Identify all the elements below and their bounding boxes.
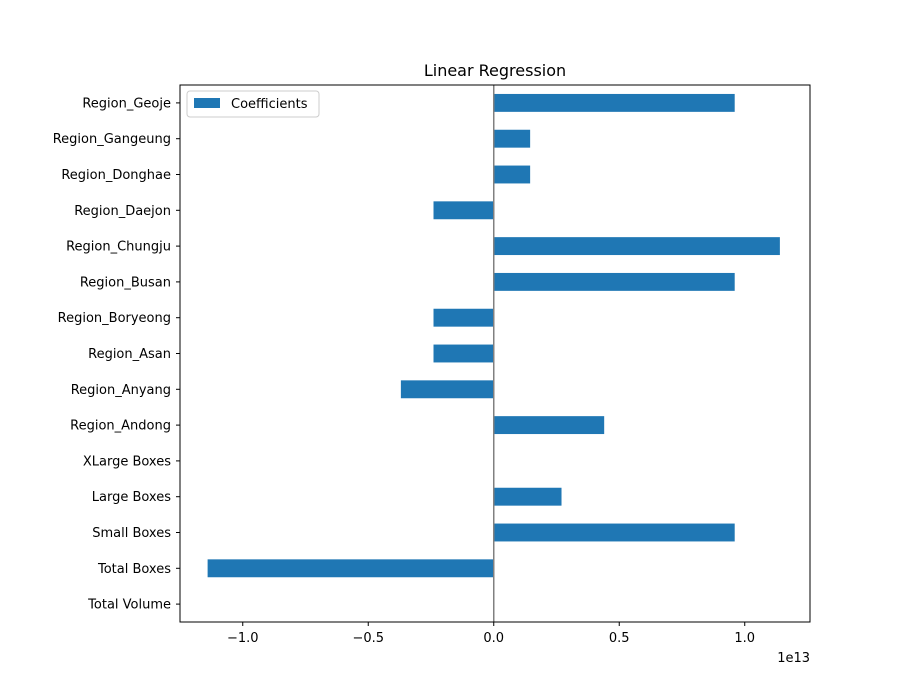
- bar-total-boxes: [207, 559, 494, 578]
- x-tick-label: 1.0: [734, 631, 755, 646]
- bar-region-anyang: [400, 380, 494, 399]
- bar-region-daejon: [433, 201, 494, 220]
- y-tick-label: Region_Donghae: [61, 168, 171, 183]
- y-tick-label: Region_Busan: [80, 275, 171, 290]
- y-tick-label: Region_Chungju: [66, 240, 171, 255]
- bar-region-gangeung: [493, 129, 531, 148]
- legend-swatch: [194, 98, 220, 108]
- legend: Coefficients: [186, 90, 320, 118]
- y-tick-label: XLarge Boxes: [83, 454, 171, 469]
- bar-region-asan: [433, 344, 494, 363]
- legend-box: [186, 90, 320, 118]
- x-tick-label: −0.5: [352, 631, 384, 646]
- bar-small-boxes: [493, 523, 735, 542]
- x-tick-label: 0.0: [483, 631, 504, 646]
- y-axis: Total Volume Total Boxes Small Boxes Large …: [53, 96, 180, 613]
- x-tick-label: 0.5: [609, 631, 630, 646]
- y-tick-label: Small Boxes: [92, 526, 171, 541]
- y-tick-label: Large Boxes: [92, 490, 171, 505]
- y-tick-label: Region_Daejon: [74, 204, 171, 219]
- y-tick-label: Total Volume: [87, 598, 171, 613]
- bar-region-busan: [493, 272, 735, 291]
- y-tick-label: Region_Boryeong: [58, 311, 171, 326]
- bar-region-chungju: [493, 237, 780, 256]
- y-tick-label: Region_Andong: [70, 419, 171, 434]
- chart-title: Linear Regression: [424, 61, 566, 80]
- bar-region-geoje: [493, 93, 735, 112]
- y-tick-label: Region_Anyang: [71, 383, 171, 398]
- bar-region-boryeong: [433, 308, 494, 327]
- bar-large-boxes: [493, 487, 562, 506]
- x-axis-offset-label: 1e13: [777, 651, 810, 666]
- y-tick-label: Region_Gangeung: [53, 132, 171, 147]
- bar-region-donghae: [493, 165, 531, 184]
- y-tick-label: Region_Asan: [88, 347, 171, 362]
- y-tick-label: Region_Geoje: [82, 96, 171, 111]
- bars-group: [207, 93, 780, 578]
- x-tick-label: −1.0: [227, 631, 259, 646]
- y-tick-label: Total Boxes: [97, 562, 171, 577]
- bar-region-andong: [493, 416, 605, 435]
- x-axis: −1.0 −0.5 0.0 0.5 1.0: [227, 622, 755, 646]
- legend-label: Coefficients: [231, 97, 308, 112]
